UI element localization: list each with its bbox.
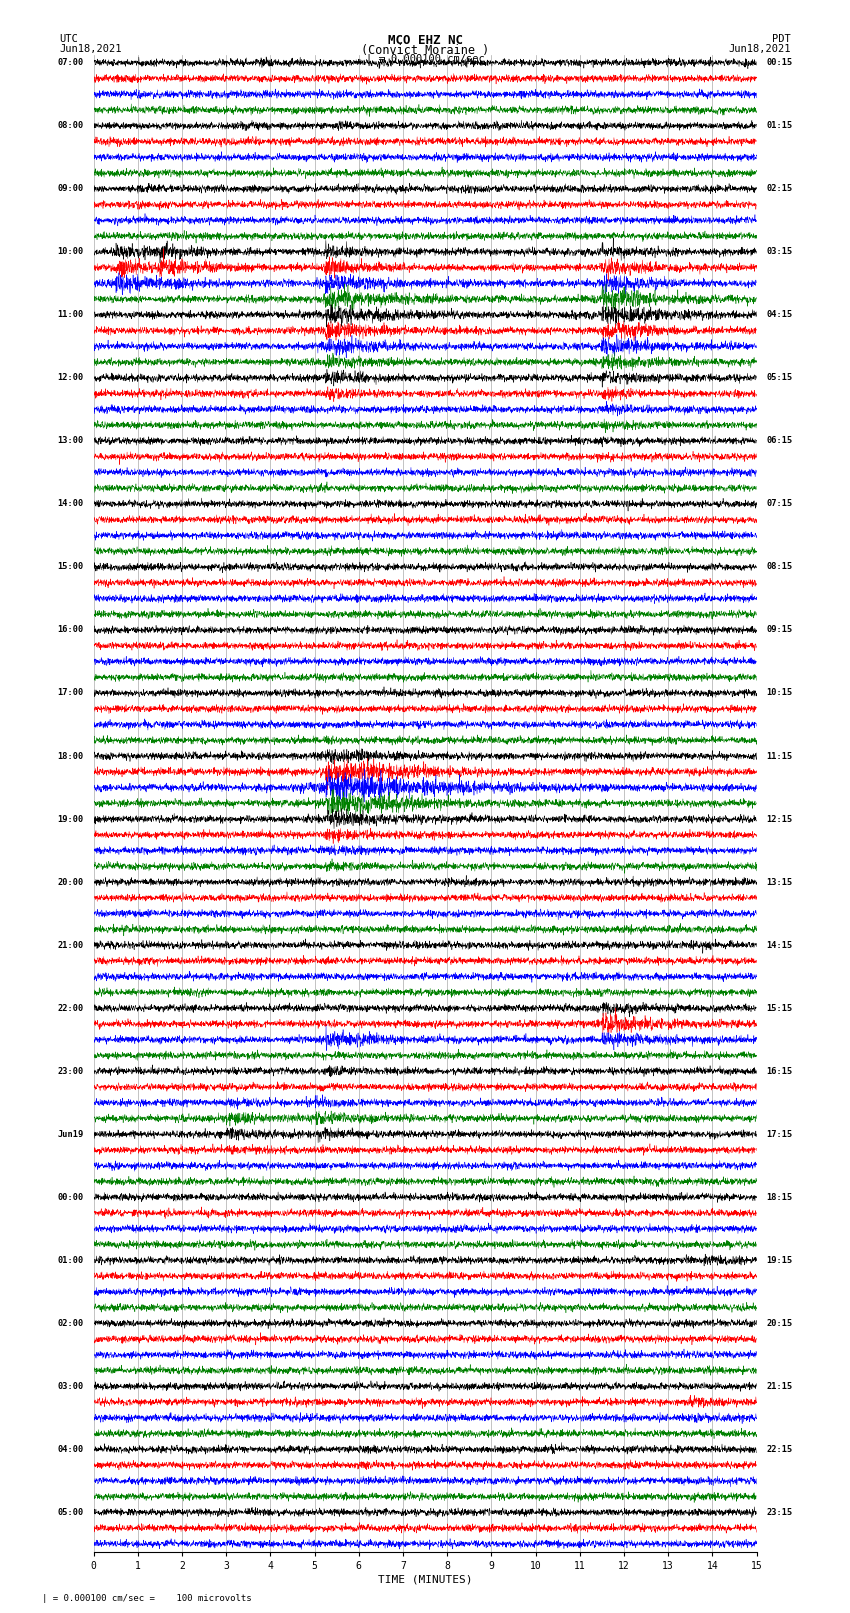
Text: 02:15: 02:15 bbox=[766, 184, 792, 194]
Text: 19:15: 19:15 bbox=[766, 1255, 792, 1265]
Text: 07:00: 07:00 bbox=[58, 58, 84, 68]
Text: 16:00: 16:00 bbox=[58, 626, 84, 634]
Text: (Convict Moraine ): (Convict Moraine ) bbox=[361, 44, 489, 56]
Text: PDT: PDT bbox=[772, 34, 791, 44]
Text: 12:00: 12:00 bbox=[58, 373, 84, 382]
Text: 04:15: 04:15 bbox=[766, 310, 792, 319]
Text: 23:00: 23:00 bbox=[58, 1066, 84, 1076]
X-axis label: TIME (MINUTES): TIME (MINUTES) bbox=[377, 1574, 473, 1586]
Text: 15:15: 15:15 bbox=[766, 1003, 792, 1013]
Text: 13:15: 13:15 bbox=[766, 877, 792, 887]
Text: | = 0.000100 cm/sec: | = 0.000100 cm/sec bbox=[366, 53, 484, 65]
Text: 22:00: 22:00 bbox=[58, 1003, 84, 1013]
Text: 10:15: 10:15 bbox=[766, 689, 792, 697]
Text: 08:15: 08:15 bbox=[766, 563, 792, 571]
Text: 20:00: 20:00 bbox=[58, 877, 84, 887]
Text: 01:15: 01:15 bbox=[766, 121, 792, 131]
Text: 12:15: 12:15 bbox=[766, 815, 792, 824]
Text: 20:15: 20:15 bbox=[766, 1319, 792, 1327]
Text: Jun18,2021: Jun18,2021 bbox=[728, 44, 791, 53]
Text: Jun18,2021: Jun18,2021 bbox=[60, 44, 122, 53]
Text: 13:00: 13:00 bbox=[58, 437, 84, 445]
Text: 00:00: 00:00 bbox=[58, 1192, 84, 1202]
Text: 18:00: 18:00 bbox=[58, 752, 84, 760]
Text: 14:15: 14:15 bbox=[766, 940, 792, 950]
Text: 02:00: 02:00 bbox=[58, 1319, 84, 1327]
Text: 04:00: 04:00 bbox=[58, 1445, 84, 1453]
Text: 17:15: 17:15 bbox=[766, 1129, 792, 1139]
Text: 14:00: 14:00 bbox=[58, 500, 84, 508]
Text: 09:15: 09:15 bbox=[766, 626, 792, 634]
Text: 19:00: 19:00 bbox=[58, 815, 84, 824]
Text: 23:15: 23:15 bbox=[766, 1508, 792, 1516]
Text: 22:15: 22:15 bbox=[766, 1445, 792, 1453]
Text: 10:00: 10:00 bbox=[58, 247, 84, 256]
Text: 06:15: 06:15 bbox=[766, 437, 792, 445]
Text: | = 0.000100 cm/sec =    100 microvolts: | = 0.000100 cm/sec = 100 microvolts bbox=[42, 1594, 252, 1603]
Text: 08:00: 08:00 bbox=[58, 121, 84, 131]
Text: 16:15: 16:15 bbox=[766, 1066, 792, 1076]
Text: 21:15: 21:15 bbox=[766, 1382, 792, 1390]
Text: 00:15: 00:15 bbox=[766, 58, 792, 68]
Text: 15:00: 15:00 bbox=[58, 563, 84, 571]
Text: 03:00: 03:00 bbox=[58, 1382, 84, 1390]
Text: 05:15: 05:15 bbox=[766, 373, 792, 382]
Text: 17:00: 17:00 bbox=[58, 689, 84, 697]
Text: 11:15: 11:15 bbox=[766, 752, 792, 760]
Text: Jun19: Jun19 bbox=[58, 1129, 84, 1139]
Text: 05:00: 05:00 bbox=[58, 1508, 84, 1516]
Text: 07:15: 07:15 bbox=[766, 500, 792, 508]
Text: 11:00: 11:00 bbox=[58, 310, 84, 319]
Text: 18:15: 18:15 bbox=[766, 1192, 792, 1202]
Text: 21:00: 21:00 bbox=[58, 940, 84, 950]
Text: 01:00: 01:00 bbox=[58, 1255, 84, 1265]
Text: MCO EHZ NC: MCO EHZ NC bbox=[388, 34, 462, 47]
Text: 09:00: 09:00 bbox=[58, 184, 84, 194]
Text: UTC: UTC bbox=[60, 34, 78, 44]
Text: 03:15: 03:15 bbox=[766, 247, 792, 256]
